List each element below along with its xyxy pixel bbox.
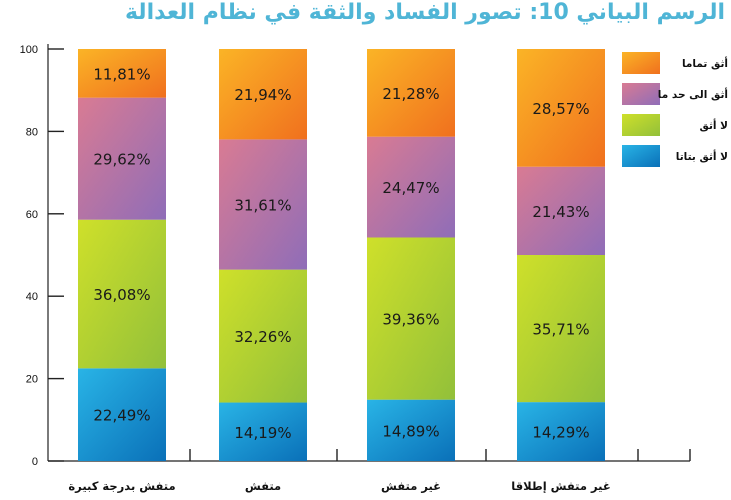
bar-segment [367,237,455,400]
bar-segment [517,166,605,255]
data-label: 36,08% [93,286,150,304]
data-label: 24,47% [382,179,439,197]
category-label: غير متفش [381,479,441,493]
bar-segment [367,136,455,238]
bar-segment [219,402,307,461]
bar-segment [219,269,307,403]
legend-swatch [622,83,660,105]
data-label: 11,81% [93,65,150,83]
data-label: 31,61% [234,197,291,215]
y-tick-label: 40 [26,291,38,303]
legend-label: لا أثق بتاتا [676,149,728,163]
category-label: غير متفش إطلاقا [511,479,610,493]
bar-segment [517,49,605,167]
y-tick-label: 0 [32,456,38,468]
bar-segment [219,139,307,270]
y-tick-label: 80 [26,126,38,138]
legend-label: لا أثق [700,118,728,132]
data-label: 21,43% [532,203,589,221]
data-label: 29,62% [93,151,150,169]
data-label: 22,49% [93,407,150,425]
chart-title: الرسم البياني 10: تصور الفساد والثقة في … [124,0,725,25]
data-label: 28,57% [532,100,589,118]
data-label: 21,94% [234,86,291,104]
y-tick-label: 60 [26,209,38,221]
data-label: 14,29% [532,424,589,442]
bar-segment [78,219,166,369]
data-label: 39,36% [382,311,439,329]
bar-segment [78,368,166,461]
bar-segment [367,399,455,461]
legend-label: أثق تماما [682,56,728,70]
y-tick-label: 100 [20,44,38,56]
bar-segment [517,402,605,461]
bar-segment [78,49,166,98]
y-tick-label: 20 [26,374,38,386]
bar-segment [517,255,605,403]
legend-swatch [622,52,660,74]
legend-swatch [622,114,660,136]
data-label: 14,89% [382,422,439,440]
legend-swatch [622,145,660,167]
category-label: متفش [245,479,281,493]
data-label: 32,26% [234,328,291,346]
data-label: 14,19% [234,424,291,442]
bar-segment [78,97,166,220]
category-label: متفش بدرجة كبيرة [68,479,175,493]
data-label: 35,71% [532,321,589,339]
bar-segment [367,49,455,137]
data-label: 21,28% [382,85,439,103]
legend-label: أثق الى حد ما [658,87,728,101]
bar-segment [219,49,307,140]
